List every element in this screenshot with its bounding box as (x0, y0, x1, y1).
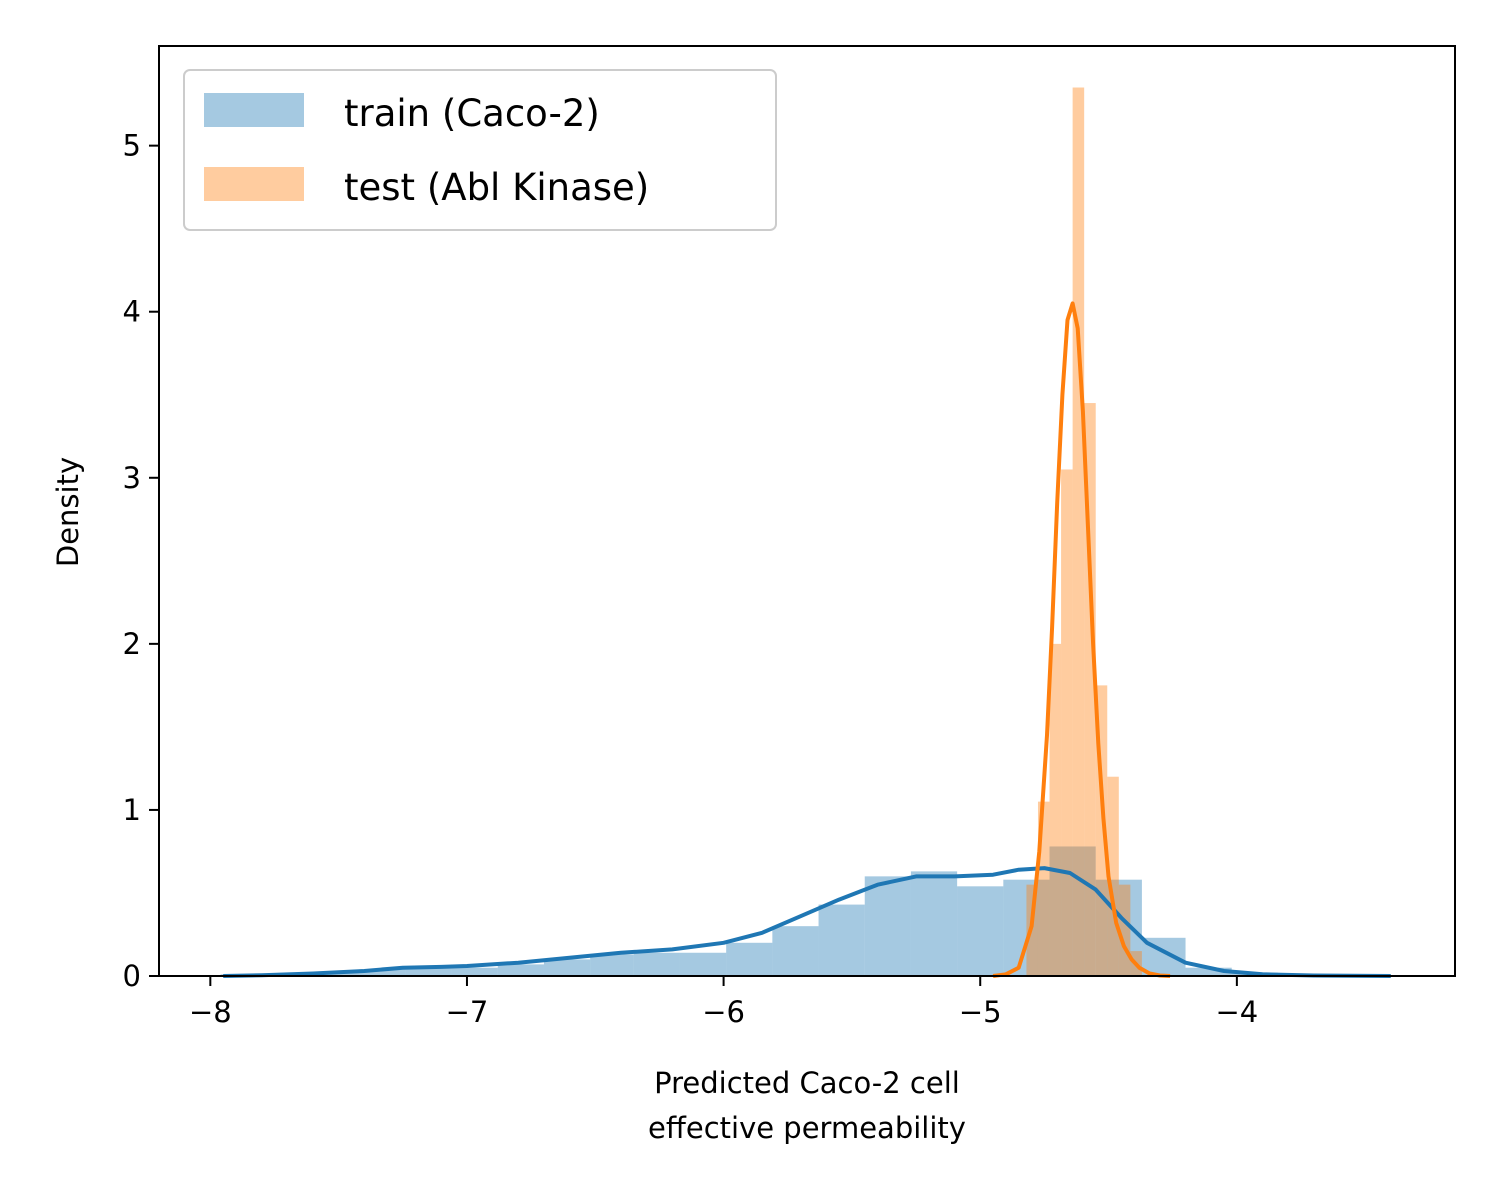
hist-bar-train-6 (497, 964, 544, 976)
hist-bar-train-17 (1003, 879, 1050, 976)
hist-bar-test-5 (1061, 469, 1073, 976)
kde-curves (223, 301, 1391, 978)
hist-bar-train-21 (1185, 967, 1232, 976)
hist-bar-train-18 (1049, 846, 1096, 976)
hist-bar-train-12 (772, 926, 819, 976)
legend-box (183, 69, 777, 231)
hist-bar-test-8 (1095, 685, 1108, 976)
legend-swatch-train (204, 93, 304, 127)
hist-bar-test-9 (1107, 776, 1119, 976)
y-tick-label-2: 2 (123, 627, 141, 661)
y-axis-label: Density (51, 457, 85, 567)
hist-bar-test-10 (1118, 884, 1131, 976)
legend-swatch-test (204, 167, 304, 201)
hist-bar-train-15 (910, 871, 958, 976)
hist-bar-train-13 (818, 904, 865, 976)
kde-line-test (992, 301, 1171, 978)
hist-bar-train-16 (957, 886, 1004, 976)
kde-line-train (223, 866, 1391, 978)
hist-bar-train-4 (405, 967, 452, 976)
y-tick-label-1: 1 (123, 793, 141, 827)
x-axis-label-line-2: effective permeability (648, 1111, 966, 1145)
legend-label-test: test (Abl Kinase) (344, 166, 649, 209)
y-axis: 0 1 2 3 4 5 (123, 129, 159, 993)
y-tick-label-5: 5 (123, 129, 141, 163)
x-tick-label-3: −5 (959, 995, 1002, 1029)
x-axis: −8 −7 −6 −5 −4 (189, 976, 1258, 1029)
hist-bar-train-3 (359, 969, 406, 976)
histogram-bars (220, 87, 1325, 976)
y-tick-label-0: 0 (123, 959, 141, 993)
x-tick-label-2: −6 (702, 995, 745, 1029)
y-tick-label-4: 4 (123, 295, 141, 329)
x-tick-label-4: −4 (1215, 995, 1258, 1029)
hist-bar-test-7 (1084, 403, 1096, 976)
x-axis-label-line-1: Predicted Caco-2 cell (654, 1066, 960, 1100)
legend: train (Caco-2) test (Abl Kinase) (183, 69, 777, 231)
hist-bar-test-4 (1049, 643, 1062, 976)
plot-frame (158, 45, 1456, 977)
hist-bar-train-10 (679, 952, 727, 976)
y-tick-label-3: 3 (123, 461, 141, 495)
hist-bar-train-7 (543, 959, 591, 976)
hist-bar-train-8 (590, 954, 634, 976)
hist-bar-test-6 (1072, 87, 1085, 976)
x-tick-label-0: −8 (189, 995, 232, 1029)
hist-bar-train-14 (864, 876, 911, 976)
legend-label-train: train (Caco-2) (344, 92, 600, 135)
hist-bar-train-5 (451, 967, 498, 976)
x-tick-label-1: −7 (446, 995, 489, 1029)
hist-bar-test-3 (1037, 801, 1050, 976)
hist-bar-train-9 (633, 952, 680, 976)
hist-bar-train-11 (726, 942, 773, 976)
